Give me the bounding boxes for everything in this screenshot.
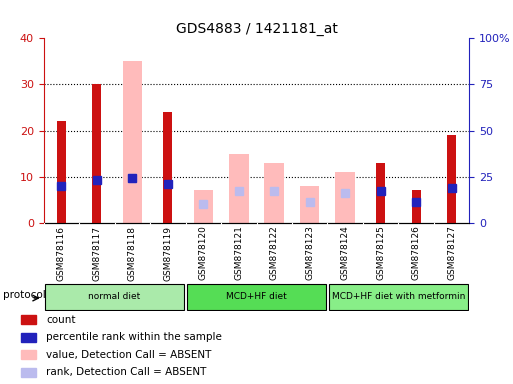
Text: GSM878121: GSM878121: [234, 225, 243, 280]
Bar: [447, 135, 456, 223]
Text: GSM878122: GSM878122: [270, 225, 279, 280]
Bar: [123, 61, 142, 223]
Text: value, Detection Call = ABSENT: value, Detection Call = ABSENT: [46, 350, 211, 360]
Bar: [193, 190, 213, 223]
Bar: [21, 315, 36, 324]
Bar: [21, 333, 36, 342]
Text: normal diet: normal diet: [88, 292, 141, 301]
Bar: [265, 163, 284, 223]
Bar: [336, 172, 355, 223]
Text: GSM878117: GSM878117: [92, 225, 102, 281]
Title: GDS4883 / 1421181_at: GDS4883 / 1421181_at: [175, 22, 338, 36]
Bar: [57, 121, 66, 223]
Bar: [300, 186, 320, 223]
Text: MCD+HF diet: MCD+HF diet: [226, 292, 287, 301]
Text: GSM878127: GSM878127: [447, 225, 456, 280]
Text: GSM878125: GSM878125: [376, 225, 385, 280]
Bar: [21, 351, 36, 359]
Bar: [376, 163, 385, 223]
Bar: [328, 284, 468, 310]
Bar: [412, 190, 421, 223]
Bar: [187, 284, 326, 310]
Text: GSM878116: GSM878116: [57, 225, 66, 281]
Bar: [163, 112, 172, 223]
Text: GSM878120: GSM878120: [199, 225, 208, 280]
Text: count: count: [46, 315, 76, 325]
Text: protocol: protocol: [3, 290, 45, 300]
Text: rank, Detection Call = ABSENT: rank, Detection Call = ABSENT: [46, 367, 207, 377]
Text: GSM878126: GSM878126: [411, 225, 421, 280]
Bar: [45, 284, 185, 310]
Text: GSM878118: GSM878118: [128, 225, 137, 281]
Text: MCD+HF diet with metformin: MCD+HF diet with metformin: [332, 292, 465, 301]
Text: GSM878119: GSM878119: [163, 225, 172, 281]
Bar: [229, 154, 248, 223]
Text: percentile rank within the sample: percentile rank within the sample: [46, 332, 222, 342]
Text: GSM878123: GSM878123: [305, 225, 314, 280]
Bar: [21, 368, 36, 377]
Text: GSM878124: GSM878124: [341, 225, 350, 280]
Bar: [92, 84, 101, 223]
